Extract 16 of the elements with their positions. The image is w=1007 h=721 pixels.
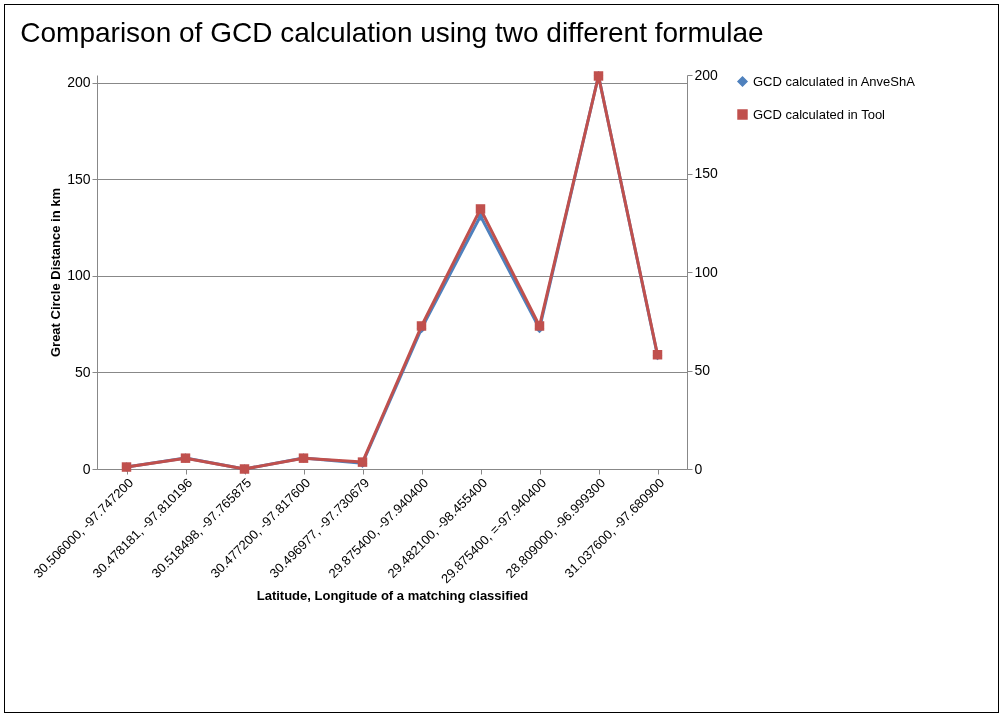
legend-label: GCD calculated in Tool: [753, 106, 886, 122]
y2-tick-label: 100: [694, 263, 719, 280]
y-axis-title: Great Circle Distance in km: [48, 187, 64, 358]
y-tick-label: 200: [67, 74, 91, 91]
y2-tick-label: 50: [694, 362, 711, 378]
y2-tick-label: 200: [694, 66, 719, 83]
x-axis-title: Latitude, Longitude of a matching classified: [256, 588, 529, 604]
y-tick-label: 0: [82, 460, 91, 477]
point: [475, 204, 486, 214]
y-tick-label: 100: [67, 267, 91, 284]
y-tick-label: 150: [67, 170, 91, 187]
chart-title: Comparison of GCD calculation using two different formulae: [20, 17, 764, 48]
y-tick-label: 50: [74, 363, 91, 380]
y2-tick-label: 0: [694, 460, 703, 477]
y2-tick-label: 150: [694, 165, 719, 181]
legend-label: GCD calculated in AnveShA: [753, 73, 916, 89]
